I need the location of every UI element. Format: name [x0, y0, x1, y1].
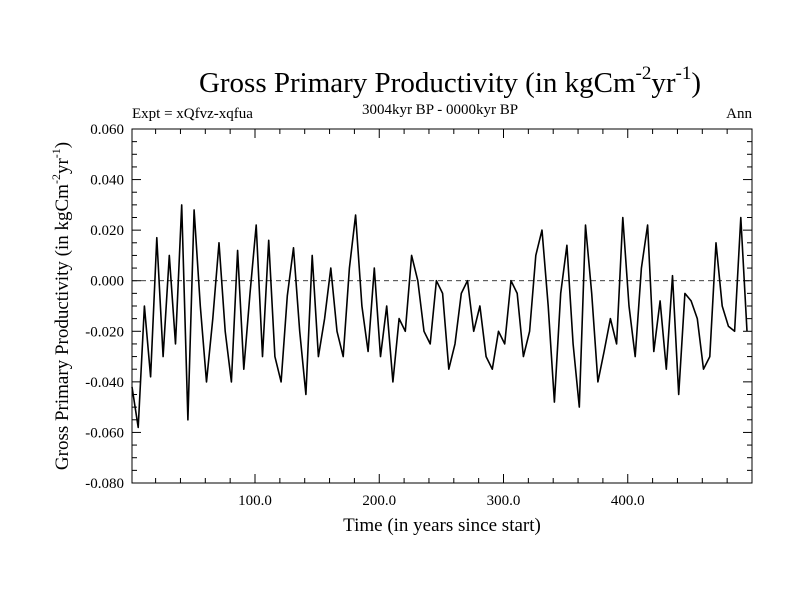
y-tick-label: -0.080: [85, 476, 124, 492]
y-axis-title-sup2: -1: [49, 148, 63, 158]
x-tick-label: 300.0: [487, 493, 521, 509]
y-tick-label: 0.040: [90, 173, 124, 189]
x-tick-labels: 100.0 200.0 300.0 400.0: [238, 493, 644, 509]
y-axis-title-mid: yr: [52, 158, 73, 175]
series-line: [131, 204, 748, 429]
series-layer: [131, 204, 748, 429]
y-axis-title: Gross Primary Productivity (in kgCm-2yr-…: [49, 142, 73, 470]
x-tick-label: 400.0: [611, 493, 645, 509]
x-axis-title: Time (in years since start): [343, 515, 541, 536]
y-tick-labels: 0.060 0.040 0.020 0.000 -0.020 -0.040 -0.060 -0…: [85, 122, 124, 492]
y-tick-label: -0.060: [85, 425, 124, 441]
y-axis-title-main: Gross Primary Productivity (in kgCm: [52, 184, 73, 470]
x-tick-label: 200.0: [362, 493, 396, 509]
chart-title-mid: yr: [651, 67, 676, 99]
experiment-label: Expt = xQfvz-xqfua: [132, 106, 253, 122]
y-tick-label: -0.040: [85, 375, 124, 391]
y-axis-title-end: ): [52, 142, 73, 148]
chart-title: Gross Primary Productivity (in kgCm-2yr-…: [199, 63, 701, 99]
y-axis-title-sup1: -2: [49, 174, 63, 184]
chart-title-sup1: -2: [636, 63, 652, 84]
chart-title-end: ): [691, 67, 701, 99]
x-tick-label: 100.0: [238, 493, 272, 509]
chart-title-main: Gross Primary Productivity (in kgCm: [199, 67, 636, 99]
chart-title-sup2: -1: [676, 63, 692, 84]
y-tick-label: 0.020: [90, 223, 124, 239]
y-tick-label: 0.000: [90, 274, 124, 290]
tick-layer: [132, 128, 752, 484]
y-tick-label: 0.060: [90, 122, 124, 138]
period-label: 3004kyr BP - 0000kyr BP: [362, 102, 518, 118]
season-label: Ann: [726, 106, 752, 122]
y-tick-label: -0.020: [85, 324, 124, 340]
